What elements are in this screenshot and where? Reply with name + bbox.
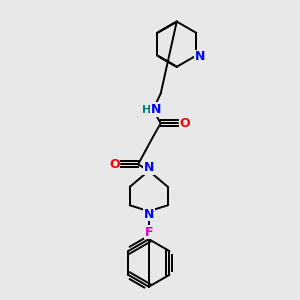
Text: F: F [145, 226, 153, 238]
Text: N: N [151, 103, 161, 116]
Text: N: N [144, 208, 154, 221]
Text: H: H [142, 105, 152, 115]
Text: N: N [195, 50, 205, 63]
Text: O: O [179, 117, 190, 130]
Text: N: N [144, 161, 154, 174]
Text: O: O [109, 158, 120, 171]
